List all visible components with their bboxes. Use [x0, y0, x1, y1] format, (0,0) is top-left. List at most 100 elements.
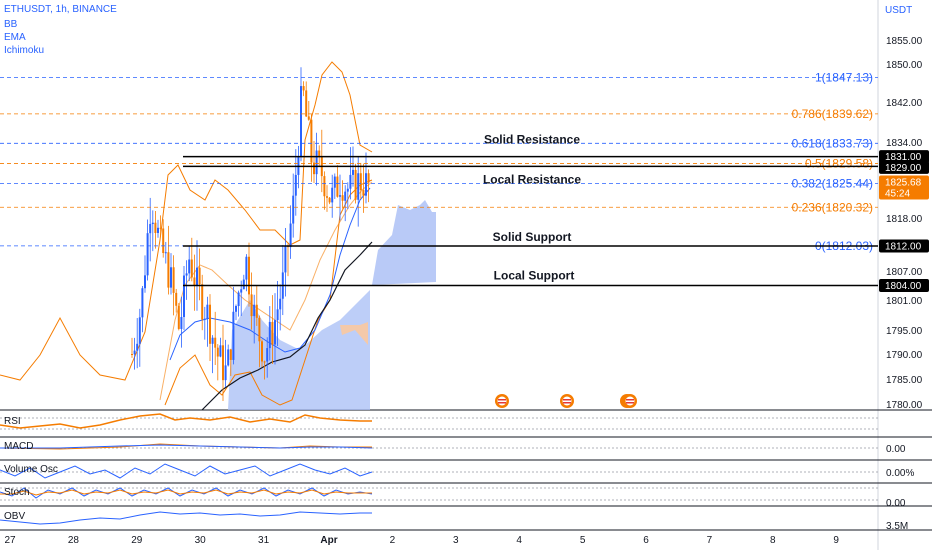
candle-body	[224, 365, 227, 381]
pane-name[interactable]: Stoch	[4, 487, 30, 498]
pane-name[interactable]: RSI	[4, 416, 21, 427]
candle-body	[185, 273, 188, 276]
candle-body	[188, 259, 191, 274]
candle-body	[357, 173, 360, 200]
fib-retracement[interactable]: 1(1847.13) 0.786(1839.62) 0.618(1833.73) 0.…	[0, 71, 878, 253]
candle-body	[339, 195, 341, 197]
time-tick-label: 31	[258, 535, 270, 546]
price-tag	[879, 150, 929, 164]
pane-name[interactable]: Volume Osc	[4, 464, 58, 475]
candle-body	[211, 337, 214, 344]
candle-body	[141, 288, 144, 318]
candle-body	[144, 275, 146, 289]
candle-body	[349, 174, 352, 189]
time-tick-label: 30	[195, 535, 207, 546]
price-tick-label: 1834.00	[886, 138, 923, 149]
indicator-ema[interactable]: EMA	[4, 32, 26, 43]
pane-name[interactable]: OBV	[4, 511, 25, 522]
candle-body	[268, 321, 271, 349]
candle-body	[219, 345, 222, 357]
bollinger-upper	[0, 61, 373, 381]
candle-body	[333, 176, 336, 188]
candle-body	[222, 345, 224, 381]
price-tag	[879, 239, 929, 253]
candle-body	[183, 275, 185, 318]
indicator-bb[interactable]: BB	[4, 19, 18, 30]
candle-body	[305, 90, 308, 117]
candle-body	[229, 349, 232, 360]
fib-level-label: 0.618(1833.73)	[792, 136, 873, 150]
candle-body	[138, 317, 141, 344]
candle-body	[294, 174, 297, 196]
candle-body	[331, 187, 334, 203]
candle-body	[237, 292, 240, 307]
price-tag-label: 1812.00	[885, 242, 922, 253]
candle-body	[274, 320, 276, 345]
candle-body	[326, 196, 328, 198]
ichimoku-cloud-bear	[340, 322, 368, 345]
candle-body	[323, 176, 326, 197]
price-tag	[879, 279, 929, 292]
candle-body	[131, 354, 133, 355]
candle-body	[154, 222, 157, 233]
drawn-levels[interactable]: Solid Resistance Local Resistance Solid Su…	[183, 133, 878, 287]
candle-body	[240, 289, 243, 293]
candle-body	[318, 150, 321, 157]
candle-body	[167, 252, 170, 288]
ema-line	[169, 187, 371, 361]
time-tick-label: 27	[4, 535, 16, 546]
event-flag-icon[interactable]	[495, 394, 509, 408]
symbol-title[interactable]: ETHUSDT, 1h, BINANCE	[4, 4, 117, 15]
price-tick-label: 1780.00	[886, 400, 923, 411]
time-axis[interactable]: 27 28 29 30 31 Apr 2 3 4 5 6 7 8 9	[4, 535, 839, 546]
level-label: Local Resistance	[483, 172, 581, 186]
event-flag-icon[interactable]	[560, 394, 574, 408]
time-tick-label: 29	[131, 535, 143, 546]
candle-body	[302, 86, 305, 91]
candle-body	[190, 259, 193, 278]
candle-body	[164, 252, 167, 254]
candle-body	[261, 341, 263, 362]
price-tick-label: 1795.00	[886, 326, 923, 337]
price-tick-label: 1785.00	[886, 375, 923, 386]
time-tick-label: 4	[516, 535, 522, 546]
candle-body	[175, 292, 178, 306]
level-label: Solid Resistance	[484, 133, 580, 147]
pane-value: 3.5M	[886, 521, 908, 532]
price-tag-label: 1831.00	[885, 152, 922, 163]
price-tick-label: 1850.00	[886, 60, 923, 71]
price-tag-label: 1829.00	[885, 163, 922, 174]
candle-body	[276, 309, 279, 321]
event-flag-icon[interactable]	[620, 394, 637, 408]
candle-body	[289, 223, 292, 248]
candle-body	[177, 305, 180, 329]
price-tick-label: 1818.00	[886, 214, 923, 225]
candle-body	[196, 267, 198, 286]
time-tick-label: 5	[580, 535, 586, 546]
candle-body	[346, 188, 349, 192]
ichimoku-cloud-future	[372, 200, 436, 285]
candle-body	[336, 176, 339, 197]
price-tick-label: 1855.00	[886, 36, 923, 47]
price-tag-label: 1825.68	[885, 177, 922, 188]
price-tag	[879, 160, 929, 174]
time-tick-label: 3	[453, 535, 459, 546]
candle-body	[315, 150, 318, 175]
pane-name[interactable]: MACD	[4, 441, 33, 452]
price-tag	[879, 175, 929, 200]
candle-body	[209, 304, 211, 344]
currency-label: USDT	[885, 5, 912, 16]
time-tick-label: 28	[68, 535, 80, 546]
candles	[131, 67, 370, 402]
candle-body	[214, 337, 217, 348]
indicator-ichimoku[interactable]: Ichimoku	[4, 45, 45, 56]
fib-level-label: 1(1847.13)	[815, 71, 873, 85]
candle-body	[159, 227, 162, 229]
candle-body	[250, 294, 253, 317]
candle-body	[292, 195, 295, 224]
pane-value: 0.00%	[886, 468, 914, 479]
candle-body	[253, 304, 256, 317]
candle-body	[157, 227, 159, 233]
price-axis[interactable]: 1855.001850.001842.001834.001826.001818.…	[886, 36, 923, 411]
